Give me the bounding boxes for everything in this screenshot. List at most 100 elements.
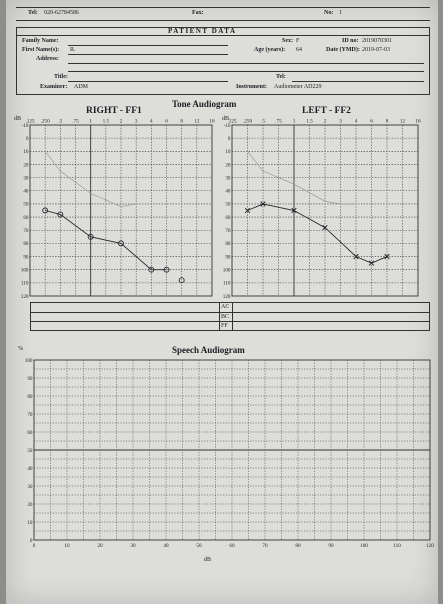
speech-x-tick: 120 [426,543,434,549]
first-name-line [68,54,228,55]
left-x-tick: 8 [386,119,389,125]
speech-x-tick: 80 [295,543,301,549]
family-name-line [68,45,228,46]
right-y-tick: 80 [23,241,29,247]
right-point [42,207,49,214]
right-x-tick: .125 [25,119,34,125]
right-x-tick: .250 [41,119,50,125]
right-x-tick: 6 [165,119,168,125]
left-x-tick: 1.5 [306,119,313,125]
left-x-tick: 3 [339,119,342,125]
header-no-value: 1 [339,10,342,16]
threshold-rows-right-divider [232,302,233,331]
right-y-tick: 30 [23,175,29,181]
left-point [291,207,297,214]
header-tel-value: 020-62784586 [44,10,79,16]
speech-x-tick: 110 [393,543,401,549]
left-y-tick: 100 [223,267,231,273]
left-y-tick: 60 [225,215,231,221]
speech-y-tick: 70 [27,412,33,418]
patient-tel-line [292,81,424,82]
left-y-tick: 10 [225,149,231,155]
left-point [293,183,295,185]
right-point [118,240,124,247]
right-x-tick: 1 [89,119,92,125]
right-y-tick: 10 [23,149,29,155]
left-ear-title: LEFT - FF2 [302,106,351,116]
left-x-tick: .5 [261,119,265,125]
address-line-1 [68,63,424,64]
left-ear-audiogram: .125 .250 .5 .75 1 1.5 2 3 4 6 8 12 16 -10 0 10 20 30 40 50… [223,119,421,300]
right-y-tick: 40 [23,189,29,195]
left-point [339,203,342,205]
right-point [120,205,122,208]
sex-value: F [296,38,300,44]
right-x-tick: 1.5 [103,119,110,125]
right-y-tick: 70 [23,228,29,234]
right-x-tick: .75 [72,119,79,125]
speech-x-tick: 20 [97,543,103,549]
header-tel-label: Tel: [28,10,38,16]
title-label: Title: [54,74,68,80]
threshold-row-rule-1 [30,311,430,313]
right-y-tick: 90 [23,254,29,260]
left-x-tick: .125 [227,119,236,125]
id-label: ID no: [342,38,359,44]
row-label-ff: FF [221,323,228,329]
id-value: 2019070301 [362,38,392,44]
right-y-tick: 0 [26,136,29,142]
left-x-tick: 2 [324,119,327,125]
patient-tel-label: Tel: [276,74,286,80]
left-point [353,253,359,260]
right-x-tick: 16 [209,119,215,125]
right-x-tick: 12 [194,119,200,125]
left-y-tick: 90 [225,254,231,260]
left-point [322,224,328,231]
speech-y-tick: 60 [27,430,33,436]
speech-x-tick: 50 [196,543,202,549]
age-label: Age (years): [254,47,286,53]
right-db-label: dB [14,116,22,122]
title-line [68,81,228,82]
patient-title-rule [16,35,430,36]
left-point [368,260,375,266]
first-name-value: R. [70,47,76,53]
left-point [246,150,249,153]
left-y-tick: 30 [225,175,231,181]
right-point [178,277,185,284]
header-fax-label: Fax: [192,10,204,16]
speech-percent-label: % [18,346,23,352]
left-point [260,201,266,207]
left-point [355,203,357,205]
left-point [324,200,326,202]
right-point [87,233,94,240]
speech-x-tick: 60 [229,543,235,549]
left-x-tick: 4 [355,119,358,125]
speech-audiogram-title: Speech Audiogram [172,345,245,355]
right-y-tick: 110 [21,281,29,287]
speech-y-tick: 20 [27,502,33,508]
speech-y-tick: 80 [27,394,33,400]
right-y-tick: 60 [23,215,29,221]
left-y-tick: 0 [228,136,231,142]
left-db-label: dB [222,116,230,122]
left-y-tick: 110 [223,281,231,287]
threshold-rows-left-divider [219,302,220,331]
speech-x-tick: 100 [360,543,368,549]
left-series-1-line [247,151,356,205]
patient-section-title: PATIENT DATA [168,27,237,35]
speech-x-tick: 90 [328,543,334,549]
tone-audiogram-title: Tone Audiogram [172,99,237,109]
left-y-tick: -10 [224,123,231,129]
speech-x-tick: 0 [33,543,36,549]
instrument-value: Audiometer AD229 [274,84,322,90]
right-x-tick: 8 [180,119,183,125]
speech-y-tick: 10 [27,520,33,526]
date-label: Date (YMD): [326,47,360,53]
left-x-tick: 6 [370,119,373,125]
family-name-label: Family Name: [22,38,59,44]
left-point [244,207,251,214]
left-y-tick: 20 [225,162,231,168]
left-y-tick: 50 [225,202,231,208]
speech-x-tick: 10 [64,543,70,549]
